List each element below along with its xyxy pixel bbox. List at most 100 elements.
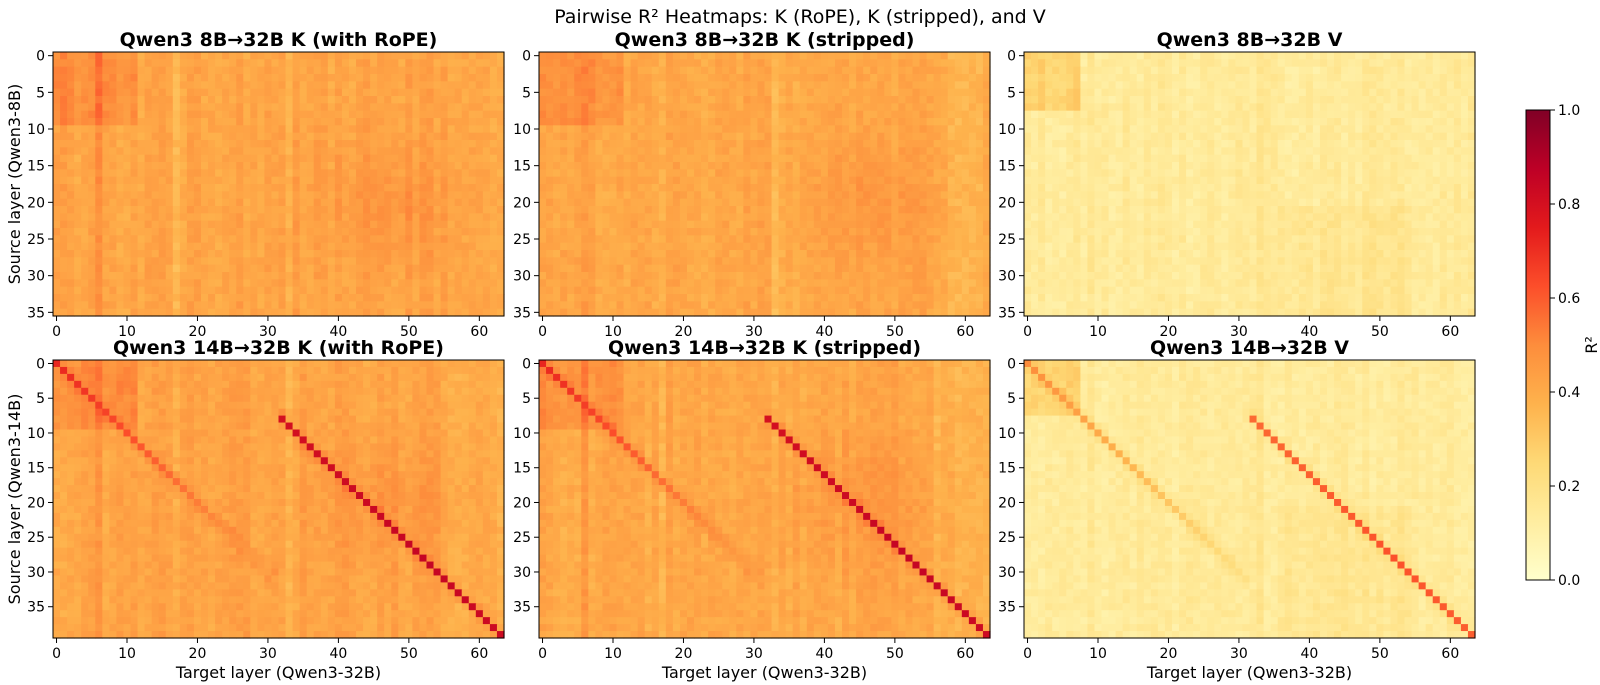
heatmap-cell <box>968 103 977 112</box>
heatmap-cell <box>341 286 350 295</box>
heatmap-cell <box>257 242 266 251</box>
heatmap-cell <box>313 235 322 244</box>
heatmap-cell <box>1376 59 1384 68</box>
heatmap-cell <box>74 154 82 163</box>
heatmap-cell <box>686 88 695 97</box>
heatmap-cell <box>595 176 604 185</box>
heatmap-cell <box>630 228 639 236</box>
heatmap-cell <box>863 220 871 229</box>
heatmap-cell <box>250 147 258 156</box>
heatmap-cell <box>834 140 843 148</box>
heatmap-cell <box>743 169 752 178</box>
heatmap-cell <box>81 264 89 273</box>
heatmap-cell <box>440 140 449 148</box>
heatmap-cell <box>222 125 230 134</box>
heatmap-cell <box>863 250 871 258</box>
heatmap-cell <box>665 213 674 222</box>
heatmap-cell <box>137 264 146 273</box>
heatmap-cell <box>200 213 209 222</box>
heatmap-cell <box>489 147 498 156</box>
heatmap-cell <box>482 118 491 126</box>
x-tick-label: 50 <box>400 324 418 340</box>
heatmap-cell <box>102 213 110 222</box>
heatmap-cell <box>229 103 237 112</box>
heatmap-cell <box>165 96 174 104</box>
heatmap-cell <box>278 154 287 163</box>
heatmap-cell <box>341 81 350 90</box>
heatmap-cell <box>193 250 202 258</box>
heatmap-cell <box>1171 81 1180 90</box>
heatmap-cell <box>172 213 181 222</box>
heatmap-cell <box>870 191 878 200</box>
heatmap-cell <box>602 235 611 244</box>
heatmap-cell <box>454 66 463 75</box>
heatmap-cell <box>440 279 449 288</box>
heatmap-cell <box>67 294 75 302</box>
heatmap-cell <box>186 264 195 273</box>
heatmap-cell <box>229 294 237 302</box>
heatmap-cell <box>616 191 625 200</box>
heatmap-cell <box>384 147 392 156</box>
heatmap-cell <box>623 220 632 229</box>
heatmap-cell <box>398 264 406 273</box>
heatmap-cell <box>701 169 709 178</box>
heatmap-cell <box>377 59 385 68</box>
heatmap-cell <box>1334 59 1342 68</box>
heatmap-cell <box>863 147 871 156</box>
heatmap-cell <box>863 308 871 317</box>
heatmap-cell <box>208 257 216 266</box>
heatmap-cell <box>482 132 491 141</box>
heatmap-cell <box>722 242 730 251</box>
heatmap-cell <box>968 169 977 178</box>
heatmap-cell <box>877 176 885 185</box>
heatmap-cell <box>567 264 575 273</box>
heatmap-cell <box>74 228 82 236</box>
heatmap-cell <box>588 220 596 229</box>
heatmap-cell <box>482 228 491 236</box>
heatmap-cell <box>356 140 364 148</box>
heatmap-cell <box>609 272 618 280</box>
heatmap-cell <box>567 191 575 200</box>
heatmap-cell <box>736 154 744 163</box>
heatmap-cell <box>588 206 596 214</box>
heatmap-cell <box>320 198 329 207</box>
heatmap-cell <box>567 294 575 302</box>
heatmap-cell <box>271 272 280 280</box>
heatmap-cell <box>764 132 773 141</box>
heatmap-cell <box>546 59 554 68</box>
heatmap-cell <box>172 279 181 288</box>
heatmap-cell <box>172 176 181 185</box>
heatmap-cell <box>771 162 780 170</box>
heatmap-cell <box>602 198 611 207</box>
heatmap-cell <box>553 96 561 104</box>
heatmap-cell <box>651 257 660 266</box>
heatmap-cell <box>771 264 780 273</box>
heatmap-cell <box>53 301 61 310</box>
heatmap-cell <box>778 81 787 90</box>
heatmap-cell <box>391 250 399 258</box>
heatmap-cell <box>842 81 850 90</box>
heatmap-cell <box>595 250 604 258</box>
heatmap-cell <box>891 110 899 119</box>
heatmap-cell <box>60 228 68 236</box>
heatmap-cell <box>243 66 251 75</box>
heatmap-cell <box>461 198 470 207</box>
heatmap-cell <box>327 66 336 75</box>
heatmap-cell <box>419 220 428 229</box>
heatmap-cell <box>694 213 702 222</box>
heatmap-cell <box>229 242 237 251</box>
heatmap-cell <box>384 96 392 104</box>
heatmap-cell <box>715 250 723 258</box>
heatmap-cell <box>292 220 301 229</box>
heatmap-cell <box>553 191 561 200</box>
heatmap-cell <box>1319 81 1328 90</box>
heatmap-cell <box>863 213 871 222</box>
heatmap-cell <box>496 213 505 222</box>
heatmap-cell <box>215 162 223 170</box>
heatmap-cell <box>982 132 991 141</box>
heatmap-cell <box>546 81 554 90</box>
heatmap-cell <box>905 59 914 68</box>
heatmap-cell <box>898 250 907 258</box>
heatmap-cell <box>67 169 75 178</box>
heatmap-cell <box>905 213 914 222</box>
